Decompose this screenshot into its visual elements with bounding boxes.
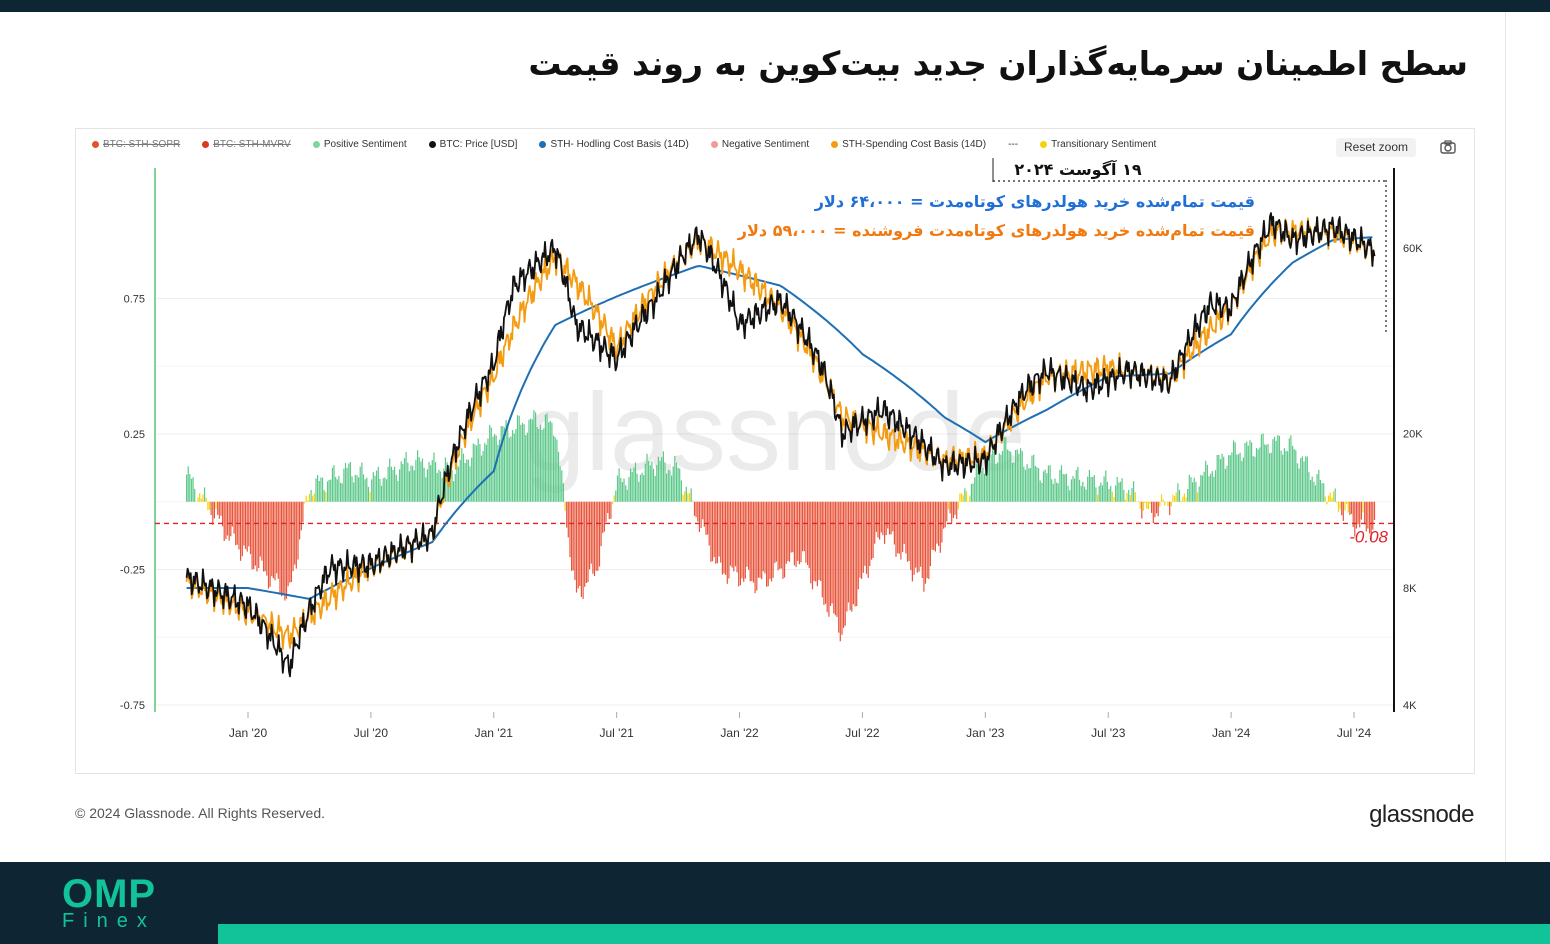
legend-label: Positive Sentiment [323, 138, 407, 150]
x-tick-label: Jan '21 [475, 726, 514, 740]
threshold-label: -0.08 [1349, 527, 1388, 546]
watermark: glassnode [524, 371, 1026, 494]
camera-icon[interactable] [1440, 140, 1456, 154]
legend-item-dashes[interactable]: --- [1008, 137, 1018, 151]
series-btc-price [185, 212, 1376, 678]
legend-label: STH- Hodling Cost Basis (14D) [550, 138, 689, 150]
legend-dot [92, 140, 99, 148]
x-tick-label: Jul '23 [1091, 726, 1126, 740]
legend-item-transitionary-sentiment[interactable]: Transitionary Sentiment [1040, 137, 1156, 151]
legend-label: --- [1008, 138, 1019, 150]
annotation-date: ۱۹ آگوست ۲۰۲۴ [1014, 159, 1141, 179]
chart-legend: BTC: STH-SOPR BTC: STH-MVRV Positive Sen… [92, 137, 1178, 151]
annotation-hodling: قیمت تمام‌شده خرید هولدرهای کوتاه‌مدت = … [814, 192, 1255, 211]
legend-label: Transitionary Sentiment [1051, 138, 1157, 150]
logo-omp: OMP [62, 872, 157, 916]
footer-brand: glassnode [1369, 801, 1474, 828]
legend-dot [710, 140, 718, 148]
reset-zoom-button[interactable]: Reset zoom [1336, 138, 1416, 157]
x-tick-label: Jul '22 [845, 726, 880, 740]
legend-item-sth-hodling-cost-basis[interactable]: STH- Hodling Cost Basis (14D) [539, 137, 689, 151]
page-divider [1505, 12, 1506, 862]
x-tick-label: Jul '20 [354, 726, 389, 740]
legend-dot [202, 140, 210, 148]
y-right-tick-label: 4K [1403, 700, 1417, 712]
legend-label: STH-Spending Cost Basis (14D) [842, 138, 987, 150]
legend-item-sth-spending-cost-basis[interactable]: STH-Spending Cost Basis (14D) [831, 137, 986, 151]
legend-item-btc-price[interactable]: BTC: Price [USD] [428, 137, 518, 151]
y-left-tick-label: -0.75 [120, 700, 145, 712]
legend-item-sth-mvrv[interactable]: BTC: STH-MVRV [202, 137, 291, 151]
top-bar [0, 0, 1550, 12]
page-title: سطح اطمینان سرمایه‌گذاران جدید بیت‌کوین … [528, 44, 1468, 83]
x-tick-label: Jul '24 [1337, 726, 1372, 740]
legend-dot [539, 140, 547, 148]
x-tick-label: Jan '23 [966, 726, 1005, 740]
legend-label: BTC: STH-SOPR [103, 138, 181, 150]
copyright-text: © 2024 Glassnode. All Rights Reserved. [75, 805, 326, 821]
legend-dot [312, 140, 320, 148]
legend-item-positive-sentiment[interactable]: Positive Sentiment [312, 137, 407, 151]
x-tick-label: Jan '24 [1212, 726, 1251, 740]
x-tick-label: Jan '22 [720, 726, 759, 740]
legend-dot [428, 140, 436, 148]
legend-label: BTC: Price [USD] [439, 138, 518, 150]
legend-dot [831, 140, 839, 148]
y-right-tick-label: 60K [1403, 243, 1423, 255]
bottom-accent-stripe [218, 924, 1550, 944]
logo-finex: Finex [62, 910, 156, 932]
y-left-tick-label: 0.25 [124, 429, 145, 441]
y-right-tick-label: 8K [1403, 583, 1417, 595]
x-tick-label: Jan '20 [229, 726, 268, 740]
chart-frame [75, 128, 1475, 774]
x-tick-label: Jul '21 [600, 726, 635, 740]
legend-item-negative-sentiment[interactable]: Negative Sentiment [710, 137, 810, 151]
legend-dot [1040, 140, 1048, 148]
annotation-spending: قیمت تمام‌شده خرید هولدرهای کوتاه‌مدت فر… [737, 221, 1255, 240]
y-right-tick-label: 20K [1403, 428, 1423, 440]
y-left-tick-label: 0.75 [124, 294, 145, 306]
legend-item-sth-sopr[interactable]: BTC: STH-SOPR [92, 137, 180, 151]
legend-label: BTC: STH-MVRV [213, 138, 291, 150]
legend-label: Negative Sentiment [721, 138, 810, 150]
y-left-tick-label: -0.25 [120, 565, 145, 577]
